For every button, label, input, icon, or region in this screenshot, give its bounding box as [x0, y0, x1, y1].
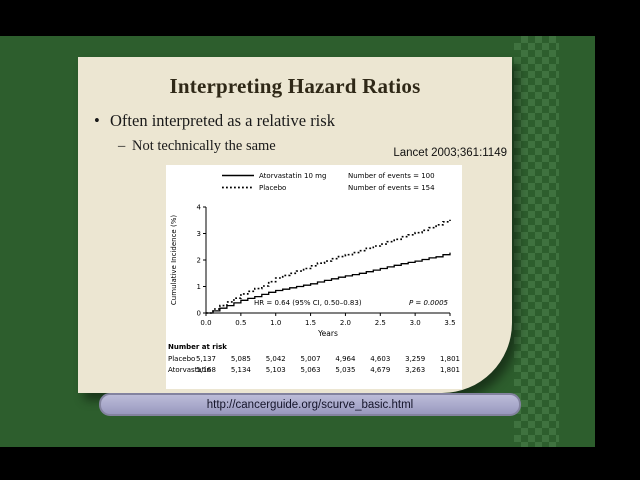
svg-text:3: 3	[197, 230, 201, 238]
svg-text:Placebo: Placebo	[168, 355, 195, 363]
svg-text:3.0: 3.0	[410, 319, 421, 327]
sub-bullet-text: Not technically the same	[132, 138, 276, 154]
decorative-checker-pattern	[514, 36, 559, 447]
svg-text:0.5: 0.5	[235, 319, 246, 327]
citation-text: Lancet 2003;361:1149	[393, 147, 507, 159]
svg-text:Number of events = 100: Number of events = 100	[348, 172, 435, 180]
svg-text:1: 1	[197, 283, 201, 291]
svg-text:4,603: 4,603	[370, 355, 390, 363]
svg-text:3,263: 3,263	[405, 366, 425, 374]
svg-text:Atorvastatin: Atorvastatin	[168, 366, 211, 374]
svg-text:Number at risk: Number at risk	[168, 343, 227, 351]
svg-text:1,801: 1,801	[440, 366, 460, 374]
svg-text:4,679: 4,679	[370, 366, 390, 374]
url-banner: http://cancerguide.org/scurve_basic.html	[99, 393, 521, 416]
svg-text:5,035: 5,035	[335, 366, 355, 374]
svg-text:0.0: 0.0	[200, 319, 211, 327]
svg-text:1.5: 1.5	[305, 319, 316, 327]
bullet-text: Often interpreted as a relative risk	[110, 111, 335, 130]
svg-text:5,042: 5,042	[266, 355, 286, 363]
svg-text:1,801: 1,801	[440, 355, 460, 363]
svg-text:5,103: 5,103	[266, 366, 286, 374]
svg-text:Placebo: Placebo	[259, 184, 286, 192]
svg-text:4,964: 4,964	[335, 355, 356, 363]
svg-text:5,085: 5,085	[231, 355, 251, 363]
svg-text:3.5: 3.5	[444, 319, 455, 327]
page-title: Interpreting Hazard Ratios	[169, 74, 421, 98]
bullet-item: • Often interpreted as a relative risk	[94, 111, 335, 131]
svg-text:5,134: 5,134	[231, 366, 252, 374]
svg-text:5,168: 5,168	[196, 366, 216, 374]
svg-text:HR = 0.64 (95% CI, 0.50–0.83): HR = 0.64 (95% CI, 0.50–0.83)	[254, 299, 362, 307]
svg-text:Cumulative Incidence (%): Cumulative Incidence (%)	[170, 215, 178, 305]
bullet-marker: •	[94, 111, 100, 130]
svg-text:2.5: 2.5	[375, 319, 386, 327]
svg-text:Years: Years	[317, 329, 338, 338]
svg-text:P = 0.0005: P = 0.0005	[409, 299, 449, 307]
svg-text:5,063: 5,063	[301, 366, 321, 374]
presentation-slide: Interpreting Hazard Ratios • Often interp…	[78, 57, 512, 393]
chart-figure: 0 1 2 3 4 0.0 0.5 1.0 1.5 2.0 2.5 3.0 3.5 Years Cumula…	[166, 165, 462, 389]
svg-text:2: 2	[197, 257, 201, 265]
svg-text:0: 0	[197, 310, 201, 318]
url-text: http://cancerguide.org/scurve_basic.html	[206, 398, 414, 411]
svg-text:5,007: 5,007	[301, 355, 321, 363]
svg-text:3,259: 3,259	[405, 355, 425, 363]
svg-text:4: 4	[197, 204, 202, 212]
svg-text:2.0: 2.0	[340, 319, 351, 327]
dash-marker: –	[118, 138, 126, 154]
svg-text:Atorvastatin 10 mg: Atorvastatin 10 mg	[259, 172, 326, 180]
svg-text:Number of events = 154: Number of events = 154	[348, 184, 435, 192]
survival-curve-chart: 0 1 2 3 4 0.0 0.5 1.0 1.5 2.0 2.5 3.0 3.5 Years Cumula…	[168, 172, 460, 374]
svg-text:1.0: 1.0	[270, 319, 281, 327]
sub-bullet-item: – Not technically the same	[118, 138, 276, 155]
svg-text:5,137: 5,137	[196, 355, 216, 363]
